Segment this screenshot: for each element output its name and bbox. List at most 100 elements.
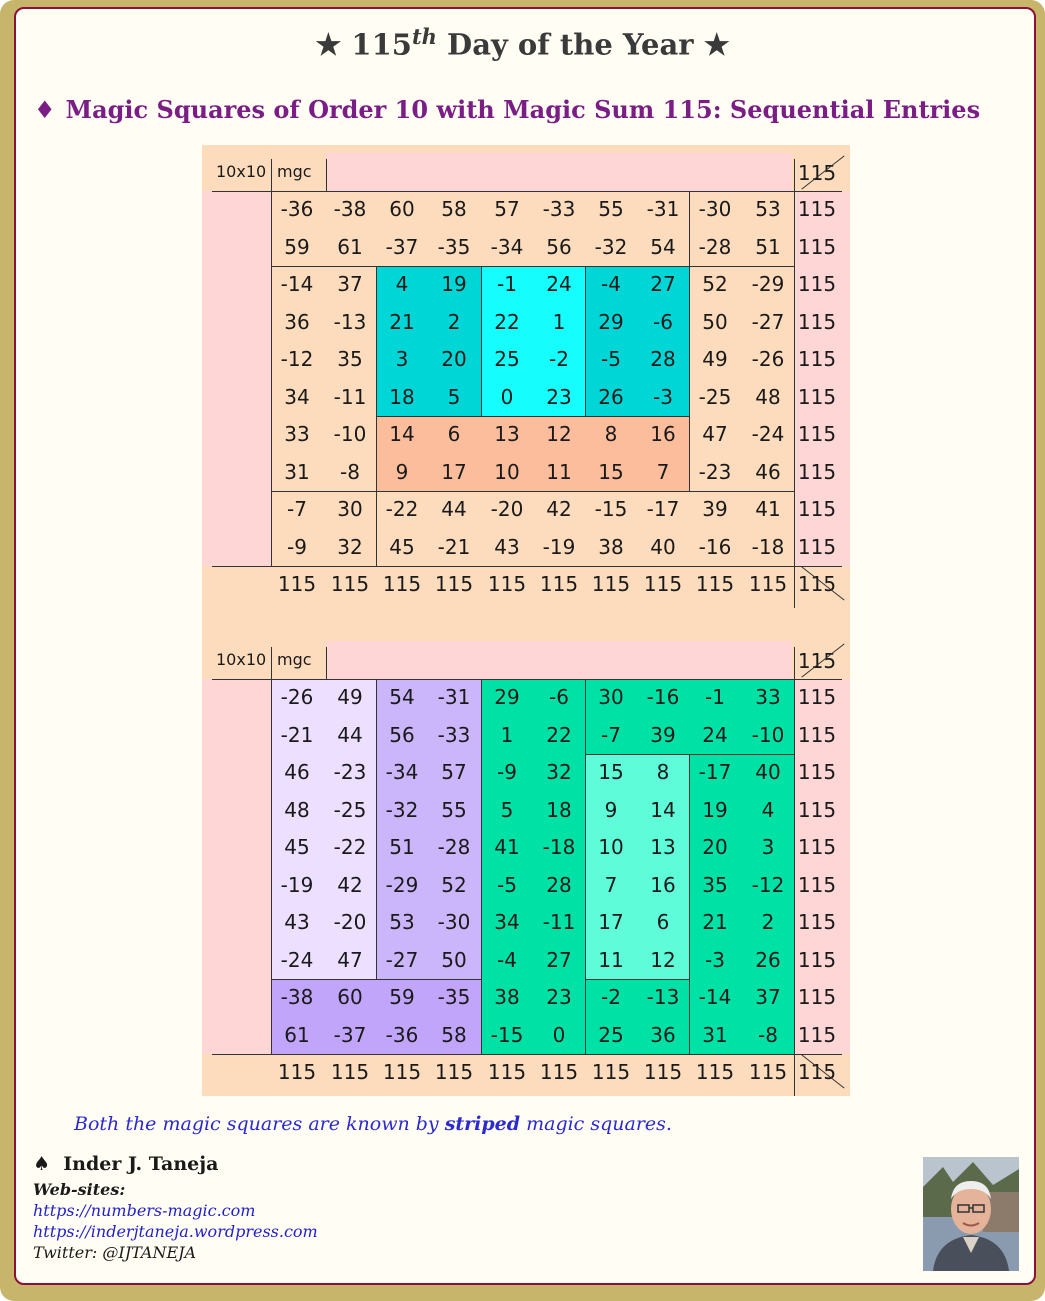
grid-line [271, 647, 272, 679]
table-cell: 18 [389, 384, 415, 409]
color-region [585, 754, 689, 979]
table-cell: 23 [546, 384, 572, 409]
column-sum: 115 [748, 572, 788, 596]
table-cell: 12 [546, 422, 572, 446]
row-sum: 115 [797, 910, 837, 934]
table-cell: -16 [646, 685, 680, 709]
grid-line [689, 191, 690, 266]
table-cell: -1 [497, 272, 517, 296]
website-link-1[interactable]: https://numbers-magic.com [33, 1201, 256, 1220]
row-sum: 115 [797, 872, 837, 897]
table-cell: 47 [702, 422, 728, 446]
color-region [376, 416, 689, 491]
column-sum: 115 [643, 1060, 683, 1084]
page-title: ★ 115th Day of the Year ★ [315, 24, 730, 62]
grid-line [481, 266, 482, 416]
table-cell: 49 [337, 685, 363, 709]
table-cell: 46 [284, 760, 310, 784]
table-cell: -28 [437, 835, 471, 859]
table-cell: 11 [598, 947, 624, 972]
table-cell: 22 [494, 309, 520, 334]
header-band [326, 641, 792, 679]
row-sum: 115 [797, 534, 837, 559]
table-cell: 59 [389, 985, 415, 1009]
table-cell: 15 [598, 760, 624, 784]
table-cell: -36 [280, 197, 314, 221]
table-cell: 45 [284, 835, 310, 859]
grid-line [794, 754, 795, 1054]
table-cell: -3 [705, 947, 725, 972]
color-region [271, 679, 376, 979]
table-cell: -29 [385, 872, 419, 897]
table-cell: -34 [490, 234, 524, 259]
table-cell: 13 [494, 422, 520, 446]
table-cell: -11 [333, 384, 367, 409]
grid-line [585, 754, 586, 979]
table-cell: 4 [395, 272, 409, 296]
table-cell: 16 [650, 422, 676, 446]
row-sum: 115 [797, 835, 837, 859]
table-cell: 35 [337, 347, 363, 371]
table-cell: -19 [280, 872, 314, 897]
column-sum: 115 [643, 572, 683, 596]
table-cell: 43 [494, 534, 520, 559]
row-sum-column [795, 191, 850, 566]
color-region [585, 266, 689, 416]
row-sum: 115 [797, 384, 837, 409]
table-cell: 28 [546, 872, 572, 897]
column-sum: 115 [487, 1060, 527, 1084]
table-cell: -9 [497, 760, 517, 784]
grid-line [376, 566, 794, 567]
table-cell: -24 [751, 422, 785, 446]
table-cell: 37 [755, 985, 781, 1009]
table-cell: 56 [546, 234, 572, 259]
website-link-2[interactable]: https://inderjtaneja.wordpress.com [33, 1222, 318, 1241]
table-cell: 51 [755, 234, 781, 259]
table-cell: -29 [751, 272, 785, 296]
table-cell: 52 [441, 872, 467, 897]
table-cell: 50 [702, 309, 728, 334]
row-sum: 115 [797, 797, 837, 822]
table-cell: 21 [389, 309, 415, 334]
grid-line [794, 191, 795, 266]
spade-icon: ♠ [33, 1153, 51, 1175]
table-cell: 5 [500, 797, 514, 822]
table-cell: -17 [698, 760, 732, 784]
grid-line [376, 679, 481, 680]
table-cell: -23 [698, 459, 732, 484]
grid-line [376, 491, 377, 566]
row-sum: 115 [797, 347, 837, 371]
row-sum-column [795, 679, 850, 1054]
table-cell: 26 [598, 384, 624, 409]
table-cell: -38 [280, 985, 314, 1009]
table-cell: 2 [761, 910, 775, 934]
table-cell: 3 [395, 347, 409, 371]
table-cell: -6 [549, 685, 569, 709]
grid-line [376, 266, 481, 267]
grid-line [376, 491, 794, 492]
table-cell: 60 [389, 197, 415, 221]
table-cell: 10 [598, 835, 624, 859]
table-cell: 57 [441, 760, 467, 784]
table-cell: 59 [284, 234, 310, 259]
table-cell: -6 [653, 309, 673, 334]
grid-line [689, 191, 794, 192]
color-region [376, 266, 481, 416]
table-cell: 9 [395, 459, 409, 484]
table-cell: -25 [698, 384, 732, 409]
grid-line [271, 266, 272, 491]
table-cell: 15 [598, 459, 624, 484]
table-cell: -14 [280, 272, 314, 296]
table-cell: 29 [494, 685, 520, 709]
table-cell: 57 [494, 197, 520, 221]
table-cell: -9 [287, 534, 307, 559]
table-cell: 56 [389, 722, 415, 747]
footnote: Both the magic squares are known by stri… [74, 1113, 672, 1135]
table-cell: 2 [447, 309, 461, 334]
table-cell: 8 [656, 760, 670, 784]
table-cell: -2 [549, 347, 569, 371]
table-cell: 42 [546, 497, 572, 521]
grid-line [376, 416, 689, 417]
grid-line [481, 679, 585, 680]
table-cell: 28 [650, 347, 676, 371]
